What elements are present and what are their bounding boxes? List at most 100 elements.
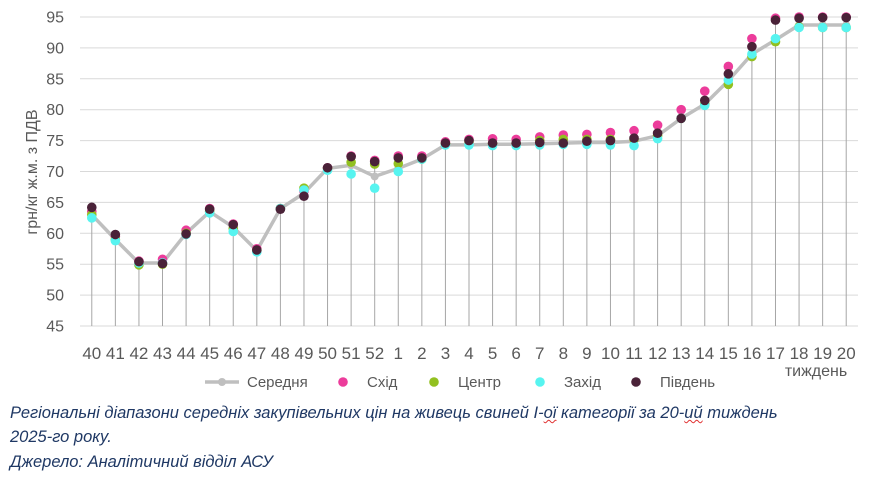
source-note: Джерело: Аналітичний відділ АСУ [10,453,273,471]
marker-point [134,256,144,267]
x-tick-label: 43 [153,344,172,363]
marker-point [699,86,710,96]
x-axis-label: тиждень [785,363,847,380]
marker-point [747,33,757,44]
marker-point [747,49,757,59]
x-tick-label: 50 [318,344,337,363]
marker-point [605,135,616,146]
y-tick-label: 75 [46,133,64,150]
marker-point [652,128,663,138]
x-tick-label: 17 [766,344,785,363]
x-tick-label: 18 [790,344,809,363]
caption-text-part: категорії за 20- [556,404,685,422]
x-tick-label: 3 [441,344,450,363]
x-tick-label: 20 [837,344,856,363]
y-tick-label: 85 [46,71,64,88]
y-tick-label: 55 [46,257,64,274]
legend: Середня Схід Центр Захід Південь [205,374,715,391]
y-tick-label: 90 [46,40,64,57]
marker-point [676,113,686,124]
marker-point [86,202,97,213]
x-tick-label: 40 [82,344,101,363]
marker-point [629,140,639,151]
average-point [370,172,379,181]
x-tick-label: 41 [106,344,125,363]
marker-point [204,204,215,214]
marker-point [841,22,852,33]
marker-point [393,166,404,177]
marker-point [440,138,451,148]
y-tick-label: 80 [46,102,64,119]
marker-point [487,138,498,148]
marker-point [699,95,710,106]
marker-point [747,41,757,52]
marker-point [629,125,639,136]
x-tick-label: 48 [271,344,290,363]
caption-text-part: ої [543,404,557,422]
marker-point [794,22,804,33]
legend-label: Захід [564,374,601,391]
y-axis-ticks: 45 50 55 60 65 70 75 80 85 90 95 [46,10,64,336]
x-tick-label: 1 [394,344,403,363]
x-tick-label: 7 [535,344,544,363]
x-tick-label: 9 [582,344,591,363]
marker-point [511,138,521,148]
x-tick-label: 52 [365,344,384,363]
marker-point [346,151,356,162]
marker-point [393,153,404,163]
x-tick-label: 13 [672,344,691,363]
x-tick-label: 46 [224,344,243,363]
marker-point [629,133,639,143]
x-tick-label: 12 [648,344,667,363]
marker-point [464,135,474,146]
marker-point [110,229,121,240]
legend-swatch-point [535,377,545,387]
legend-label: Південь [660,374,715,391]
marker-point [817,22,828,33]
marker-point [723,69,734,79]
legend-swatch-point [338,377,348,387]
x-tick-label: 44 [177,344,196,363]
chart-caption: Регіональні діапазони середніх закупівел… [10,401,778,449]
x-tick-label: 47 [247,344,266,363]
x-tick-label: 45 [200,344,219,363]
marker-point [252,245,262,255]
x-tick-label: 42 [129,344,148,363]
marker-point [558,138,569,148]
x-axis-ticks: 40 41 42 43 44 45 46 47 48 49 50 51 52 1 2 3 4 5 6 7 8 9 10 11 1… [82,344,855,363]
marker-point [605,127,616,138]
x-tick-label: 10 [601,344,620,363]
x-tick-label: 5 [488,344,497,363]
marker-point [369,183,380,193]
marker-point [299,191,309,202]
marker-point [770,15,781,25]
y-tick-label: 45 [46,319,64,336]
y-tick-label: 95 [46,10,64,27]
marker-point [417,153,427,163]
x-tick-label: 11 [625,344,643,363]
x-tick-label: 16 [742,344,761,363]
marker-point [676,104,686,115]
drop-lines [91,17,847,326]
legend-swatch-point [218,378,226,386]
marker-point [86,213,97,223]
caption-text-part: тиждень [702,404,778,422]
marker-point [652,120,663,130]
x-tick-label: 49 [295,344,314,363]
marker-point [794,13,804,24]
y-axis-label: грн/кг ж.м. з ПДВ [24,109,41,234]
marker-point [228,219,239,230]
caption-text-part: ий [684,404,703,422]
y-tick-label: 50 [46,288,64,305]
marker-point [322,162,333,173]
x-tick-label: 51 [342,344,361,363]
legend-label: Центр [458,374,501,391]
marker-point [181,229,191,239]
legend-swatch-point [631,377,641,387]
marker-point [157,258,168,269]
x-tick-label: 14 [695,344,714,363]
marker-point [346,169,356,179]
marker-point [817,12,828,23]
marker-point [228,226,239,237]
